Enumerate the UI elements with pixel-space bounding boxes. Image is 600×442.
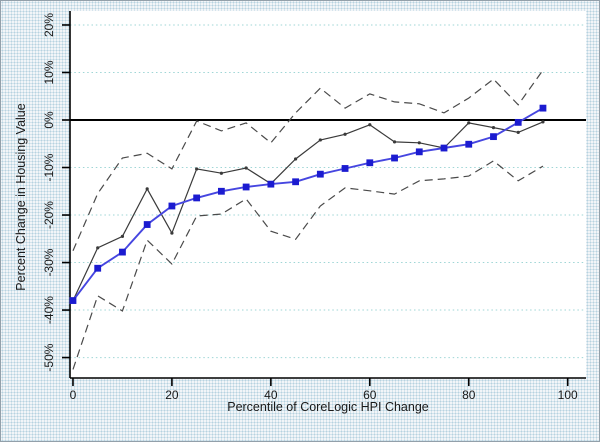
series-estimate-marker xyxy=(316,170,324,178)
y-tick-label: 0% xyxy=(42,111,56,129)
series-benchmark-line-marker xyxy=(170,231,174,235)
series-estimate-marker xyxy=(514,118,522,126)
series-estimate-marker xyxy=(440,144,448,152)
x-tick-label: 20 xyxy=(165,388,179,402)
y-tick-label: 10% xyxy=(42,60,56,84)
series-benchmark-line-marker xyxy=(318,138,322,142)
plot-area xyxy=(70,11,586,378)
series-estimate-marker xyxy=(242,183,250,191)
series-estimate-marker xyxy=(341,165,349,172)
series-estimate-marker xyxy=(193,194,201,202)
x-tick-label: 60 xyxy=(363,388,377,402)
y-tick-label: -10% xyxy=(42,153,56,181)
series-estimate-marker xyxy=(490,133,497,141)
x-tick-label: 0 xyxy=(70,388,77,402)
x-tick-label: 40 xyxy=(264,388,278,402)
y-tick-label: -30% xyxy=(42,248,56,276)
series-benchmark-line-marker xyxy=(392,140,397,144)
x-axis-title: Percentile of CoreLogic HPI Change xyxy=(227,400,429,414)
series-benchmark-line-marker xyxy=(293,157,298,161)
y-tick-label: -40% xyxy=(42,296,56,324)
series-estimate xyxy=(72,107,544,302)
series-benchmark-line xyxy=(72,121,544,301)
series-benchmark-line-marker xyxy=(541,120,545,124)
series-benchmark-line-marker xyxy=(244,166,248,170)
y-tick-label: -20% xyxy=(42,201,56,229)
x-tick-label: 80 xyxy=(462,388,476,402)
series-benchmark-line-marker xyxy=(195,167,199,171)
series-estimate-marker xyxy=(143,221,151,228)
y-tick-label: -50% xyxy=(42,343,56,371)
series-estimate-marker xyxy=(94,264,102,272)
y-axis-title: Percent Change in Housing Value xyxy=(14,103,28,290)
series-benchmark-line-marker xyxy=(343,132,347,136)
series-estimate-marker xyxy=(366,159,374,167)
series-estimate-marker xyxy=(217,187,225,195)
series-upper-confidence-bound xyxy=(72,69,544,251)
series-benchmark-line-marker xyxy=(491,126,496,130)
series-estimate-marker xyxy=(267,180,275,188)
series-estimate-marker xyxy=(69,297,77,304)
series-estimate-marker xyxy=(465,140,473,148)
series-estimate-marker xyxy=(391,154,398,162)
series-estimate-marker xyxy=(119,248,126,256)
series-benchmark-line-marker xyxy=(120,234,125,239)
series-benchmark-line-marker xyxy=(96,246,100,250)
series-benchmark-line-marker xyxy=(219,171,223,175)
y-tick-label: 20% xyxy=(42,13,56,37)
series-benchmark-line-marker xyxy=(516,130,520,134)
series-lower-confidence-bound xyxy=(72,160,544,370)
x-tick-label: 100 xyxy=(558,388,578,402)
series-estimate-marker xyxy=(415,148,423,156)
series-estimate-marker xyxy=(292,178,299,186)
series-benchmark-line-marker xyxy=(467,121,471,125)
series-benchmark-line-marker xyxy=(145,187,149,191)
series-benchmark-line-marker xyxy=(417,141,421,145)
series-estimate-marker xyxy=(539,104,547,112)
series-estimate-marker xyxy=(168,202,176,210)
series-benchmark-line-marker xyxy=(368,123,372,127)
